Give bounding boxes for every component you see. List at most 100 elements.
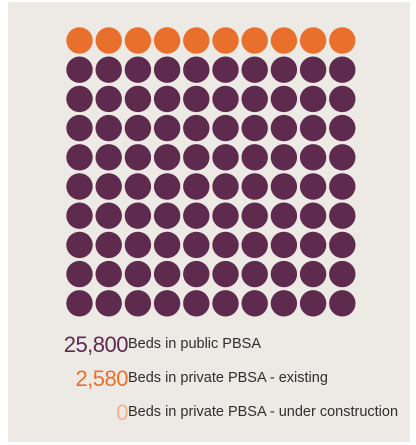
waffle-dot-beds-in-public-pbsa [212, 56, 239, 83]
legend-item-private-existing: 2,580 Beds in private PBSA - existing [8, 366, 410, 396]
waffle-dot-beds-in-public-pbsa [95, 231, 122, 259]
waffle-dot-beds-in-public-pbsa [241, 114, 268, 142]
waffle-dot-beds-in-public-pbsa [241, 173, 268, 200]
waffle-dot-beds-in-public-pbsa [299, 173, 327, 200]
waffle-dot-beds-in-public-pbsa [95, 144, 122, 171]
waffle-dot-beds-in-public-pbsa [241, 290, 268, 317]
waffle-dot-beds-in-public-pbsa [183, 173, 210, 200]
waffle-dot-beds-in-public-pbsa [153, 202, 181, 229]
waffle-dot-beds-in-public-pbsa [299, 56, 327, 83]
waffle-dot-beds-in-public-pbsa [183, 85, 210, 113]
waffle-dot-beds-in-public-pbsa [212, 144, 239, 171]
waffle-dot-beds-in-public-pbsa [95, 173, 122, 200]
waffle-dot-beds-in-public-pbsa [183, 260, 210, 288]
waffle-dot-beds-in-public-pbsa [124, 231, 152, 259]
waffle-dot-beds-in-public-pbsa [329, 173, 356, 200]
waffle-dot-beds-in-public-pbsa [124, 85, 152, 113]
waffle-dot-beds-in-public-pbsa [183, 231, 210, 259]
waffle-dot-beds-in-public-pbsa [270, 114, 298, 142]
waffle-dot-beds-in-public-pbsa [241, 144, 268, 171]
waffle-dot-beds-in-public-pbsa [183, 290, 210, 317]
waffle-dot-beds-in-private-pbsa-existing [329, 27, 356, 54]
waffle-dot-beds-in-public-pbsa [270, 231, 298, 259]
waffle-dot-beds-in-public-pbsa [212, 173, 239, 200]
waffle-dot-beds-in-public-pbsa [153, 56, 181, 83]
waffle-dot-beds-in-public-pbsa [124, 56, 152, 83]
waffle-dot-beds-in-public-pbsa [212, 231, 239, 259]
waffle-dot-beds-in-private-pbsa-existing [299, 27, 327, 54]
legend-label-public: Beds in public PBSA [128, 336, 261, 352]
waffle-dot-beds-in-public-pbsa [66, 202, 93, 229]
waffle-dot-beds-in-public-pbsa [212, 290, 239, 317]
waffle-dot-beds-in-public-pbsa [153, 114, 181, 142]
waffle-dot-beds-in-public-pbsa [241, 231, 268, 259]
waffle-dot-beds-in-private-pbsa-existing [124, 27, 152, 54]
waffle-dot-beds-in-public-pbsa [270, 202, 298, 229]
waffle-dot-beds-in-public-pbsa [270, 85, 298, 113]
waffle-dot-beds-in-public-pbsa [95, 202, 122, 229]
waffle-dot-beds-in-public-pbsa [329, 231, 356, 259]
legend-value-public: 25,800 [63, 332, 129, 357]
legend-label-private-under-construction: Beds in private PBSA - under constructio… [128, 404, 399, 420]
waffle-dot-beds-in-public-pbsa [183, 56, 210, 83]
waffle-dot-beds-in-public-pbsa [66, 173, 93, 200]
waffle-dot-beds-in-public-pbsa [153, 85, 181, 113]
chart-panel: 25,800 Beds in public PBSA 2,580 Beds in… [8, 2, 410, 442]
waffle-dot-beds-in-public-pbsa [95, 260, 122, 288]
waffle-dot-beds-in-public-pbsa [124, 260, 152, 288]
waffle-dot-beds-in-public-pbsa [299, 202, 327, 229]
waffle-dot-beds-in-public-pbsa [66, 290, 93, 317]
waffle-dot-beds-in-private-pbsa-existing [183, 27, 210, 54]
waffle-dot-beds-in-public-pbsa [66, 260, 93, 288]
waffle-dot-beds-in-public-pbsa [183, 202, 210, 229]
waffle-dot-beds-in-public-pbsa [329, 114, 356, 142]
waffle-dot-beds-in-private-pbsa-existing [95, 27, 122, 54]
waffle-dot-beds-in-private-pbsa-existing [153, 27, 181, 54]
waffle-dot-beds-in-public-pbsa [241, 260, 268, 288]
waffle-dot-beds-in-public-pbsa [299, 231, 327, 259]
waffle-dot-beds-in-public-pbsa [299, 85, 327, 113]
waffle-dot-beds-in-public-pbsa [95, 85, 122, 113]
waffle-dot-beds-in-public-pbsa [212, 202, 239, 229]
legend-value-private-under-construction: 0 [116, 400, 128, 425]
legend-value-private-existing: 2,580 [75, 366, 128, 391]
waffle-dot-beds-in-public-pbsa [212, 260, 239, 288]
waffle-dot-beds-in-private-pbsa-existing [241, 27, 268, 54]
waffle-dot-beds-in-public-pbsa [124, 114, 152, 142]
waffle-dot-beds-in-public-pbsa [66, 85, 93, 113]
waffle-dot-beds-in-public-pbsa [153, 173, 181, 200]
waffle-dot-beds-in-public-pbsa [124, 202, 152, 229]
waffle-chart [66, 27, 356, 317]
waffle-dot-beds-in-public-pbsa [95, 290, 122, 317]
waffle-dot-beds-in-public-pbsa [329, 290, 356, 317]
waffle-dot-beds-in-public-pbsa [270, 290, 298, 317]
waffle-dot-beds-in-public-pbsa [299, 144, 327, 171]
waffle-dot-beds-in-public-pbsa [241, 56, 268, 83]
waffle-dot-beds-in-private-pbsa-existing [212, 27, 239, 54]
waffle-dot-beds-in-public-pbsa [299, 260, 327, 288]
waffle-dot-beds-in-private-pbsa-existing [270, 27, 298, 54]
waffle-dot-beds-in-public-pbsa [183, 144, 210, 171]
waffle-dot-beds-in-public-pbsa [270, 260, 298, 288]
waffle-dot-beds-in-public-pbsa [329, 85, 356, 113]
waffle-dot-beds-in-public-pbsa [124, 173, 152, 200]
waffle-dot-beds-in-public-pbsa [270, 144, 298, 171]
waffle-dot-beds-in-public-pbsa [124, 144, 152, 171]
waffle-dot-beds-in-public-pbsa [241, 202, 268, 229]
waffle-dot-beds-in-public-pbsa [270, 56, 298, 83]
waffle-dot-beds-in-public-pbsa [329, 144, 356, 171]
waffle-dot-beds-in-public-pbsa [299, 114, 327, 142]
waffle-dot-beds-in-public-pbsa [66, 144, 93, 171]
waffle-dot-beds-in-public-pbsa [212, 114, 239, 142]
waffle-dot-beds-in-public-pbsa [212, 85, 239, 113]
legend-item-public: 25,800 Beds in public PBSA [8, 332, 410, 362]
waffle-dot-beds-in-public-pbsa [66, 114, 93, 142]
waffle-dot-beds-in-public-pbsa [183, 114, 210, 142]
waffle-dot-beds-in-public-pbsa [241, 85, 268, 113]
waffle-dot-beds-in-public-pbsa [153, 260, 181, 288]
legend-label-private-existing: Beds in private PBSA - existing [128, 370, 328, 386]
waffle-dot-beds-in-public-pbsa [153, 144, 181, 171]
waffle-dot-beds-in-public-pbsa [153, 231, 181, 259]
waffle-dot-beds-in-public-pbsa [66, 56, 93, 83]
waffle-dot-beds-in-public-pbsa [329, 260, 356, 288]
